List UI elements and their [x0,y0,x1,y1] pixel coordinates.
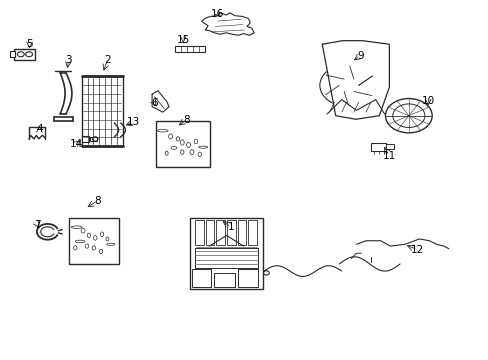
Ellipse shape [157,130,168,132]
Ellipse shape [190,150,194,155]
Text: 5: 5 [26,39,33,49]
Polygon shape [152,91,169,112]
Ellipse shape [171,147,177,149]
Text: 12: 12 [410,245,424,255]
Text: 10: 10 [421,96,434,106]
Ellipse shape [194,139,197,144]
Ellipse shape [180,150,183,154]
Ellipse shape [99,249,102,253]
Bar [190,217,263,289]
Text: 15: 15 [176,35,189,45]
Bar [237,269,258,287]
Ellipse shape [75,240,85,243]
Bar [216,220,224,245]
Text: 16: 16 [211,9,224,18]
Bar [69,218,119,264]
Bar [205,220,214,245]
Bar [226,220,235,245]
Ellipse shape [93,235,97,240]
Circle shape [334,75,363,96]
Ellipse shape [87,233,90,238]
Ellipse shape [85,244,88,248]
Ellipse shape [165,151,168,156]
Bar [175,46,204,52]
Bar [370,143,386,151]
Bar [81,76,122,146]
Ellipse shape [100,232,103,237]
Ellipse shape [176,137,179,141]
Bar [386,144,393,149]
Ellipse shape [168,134,172,139]
Bar [156,121,210,167]
Ellipse shape [106,243,115,246]
Polygon shape [322,41,388,119]
Bar [237,220,246,245]
Ellipse shape [186,143,190,148]
Ellipse shape [92,246,95,250]
Text: 7: 7 [35,220,41,230]
Text: 3: 3 [65,55,72,65]
Ellipse shape [81,228,85,233]
Bar [90,137,97,141]
Text: 4: 4 [36,124,42,134]
Ellipse shape [180,140,184,145]
Text: 14: 14 [70,139,83,149]
Bar [214,273,234,287]
Text: 6: 6 [151,98,158,108]
Bar [10,51,15,57]
Text: 13: 13 [127,117,140,127]
Text: 11: 11 [382,151,395,161]
Ellipse shape [198,152,201,157]
Bar [195,220,203,245]
Ellipse shape [199,146,207,148]
Text: 9: 9 [356,51,363,61]
Ellipse shape [106,237,109,241]
Text: 1: 1 [227,222,234,232]
Bar [14,49,35,60]
Bar [192,269,210,287]
Bar [195,248,258,267]
Text: 8: 8 [183,115,189,125]
Text: 2: 2 [104,55,110,65]
Ellipse shape [71,226,82,228]
Bar [81,136,89,143]
Bar [248,220,257,245]
Text: 8: 8 [94,196,101,206]
Ellipse shape [73,246,77,250]
